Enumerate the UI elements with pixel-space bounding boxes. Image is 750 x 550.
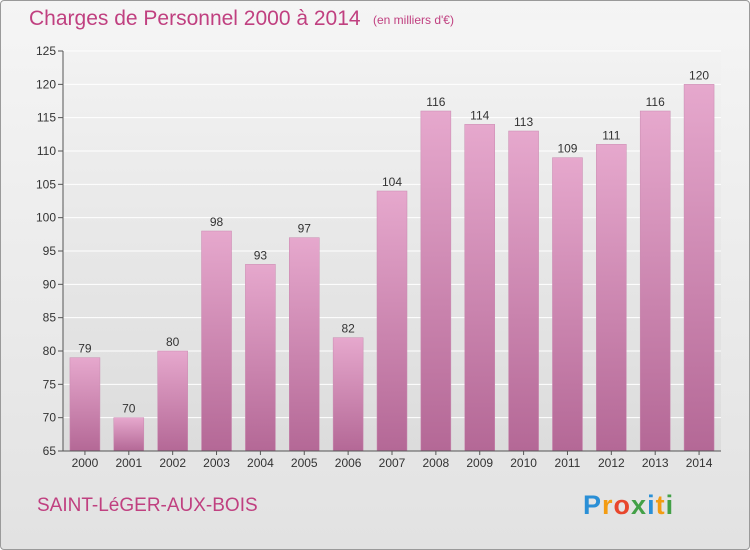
y-tick-label: 70	[43, 411, 57, 425]
x-tick-label: 2000	[72, 456, 99, 470]
x-tick-label: 2014	[686, 456, 713, 470]
bar	[376, 190, 408, 452]
bar	[157, 350, 188, 452]
bar-value-label: 98	[210, 215, 224, 229]
bar	[69, 357, 101, 452]
bar	[683, 84, 715, 452]
y-tick-label: 75	[43, 377, 57, 391]
chart-title: Charges de Personnel 2000 à 2014	[29, 7, 361, 30]
bar-value-label: 97	[298, 222, 312, 236]
x-tick-label: 2012	[598, 456, 625, 470]
bar-value-label: 80	[166, 335, 180, 349]
bar	[639, 110, 671, 452]
logo-letter: o	[613, 490, 632, 520]
x-tick-label: 2013	[642, 456, 669, 470]
place-name: SAINT-LéGER-AUX-BOIS	[37, 495, 258, 516]
bar	[552, 157, 583, 452]
logo-letter: i	[647, 490, 656, 520]
bar	[113, 417, 145, 452]
x-tick-label: 2003	[203, 456, 230, 470]
bar-value-label: 120	[689, 68, 709, 82]
y-tick-label: 110	[37, 144, 56, 158]
bar-value-label: 114	[470, 108, 489, 122]
proxiti-logo: Proxiti	[583, 490, 674, 521]
logo-letter: t	[655, 490, 666, 520]
bar	[596, 144, 627, 452]
x-tick-label: 2006	[335, 456, 362, 470]
x-tick-label: 2009	[466, 456, 493, 470]
logo-letter: x	[631, 490, 648, 520]
y-tick-label: 85	[43, 311, 57, 325]
bar-value-label: 70	[122, 402, 136, 416]
x-tick-label: 2008	[423, 456, 450, 470]
y-tick-label: 115	[37, 111, 56, 125]
x-tick-label: 2002	[159, 456, 186, 470]
logo-letter: i	[665, 490, 675, 520]
x-tick-label: 2005	[291, 456, 318, 470]
bar	[289, 237, 320, 452]
bar	[420, 110, 452, 452]
y-tick-label: 90	[43, 277, 57, 291]
y-tick-label: 100	[36, 211, 56, 225]
bar	[201, 230, 232, 452]
bar	[508, 130, 539, 452]
logo-letter: P	[583, 490, 603, 520]
bar-value-label: 113	[514, 115, 533, 129]
x-tick-label: 2010	[510, 456, 537, 470]
bar-value-label: 111	[602, 128, 621, 142]
bar-value-label: 93	[254, 248, 268, 262]
logo-letter: r	[602, 490, 614, 520]
x-tick-label: 2004	[247, 456, 274, 470]
y-tick-label: 120	[36, 77, 56, 91]
y-tick-label: 80	[43, 344, 57, 358]
x-tick-label: 2007	[379, 456, 406, 470]
bar-value-label: 104	[382, 175, 402, 189]
y-tick-label: 105	[36, 177, 56, 191]
bar	[332, 337, 364, 452]
bar	[464, 124, 495, 452]
bar-value-label: 116	[426, 95, 445, 109]
y-tick-label: 95	[43, 244, 57, 258]
x-tick-label: 2011	[555, 456, 581, 470]
chart-subtitle: (en milliers d'€)	[373, 13, 454, 27]
y-tick-label: 65	[43, 444, 57, 458]
bar-value-label: 116	[646, 95, 665, 109]
bar-value-label: 79	[78, 342, 92, 356]
y-tick-label: 125	[36, 44, 56, 58]
bar-value-label: 82	[341, 322, 355, 336]
bar	[245, 264, 276, 452]
bar-value-label: 109	[557, 142, 577, 156]
x-tick-label: 2001	[115, 456, 142, 470]
